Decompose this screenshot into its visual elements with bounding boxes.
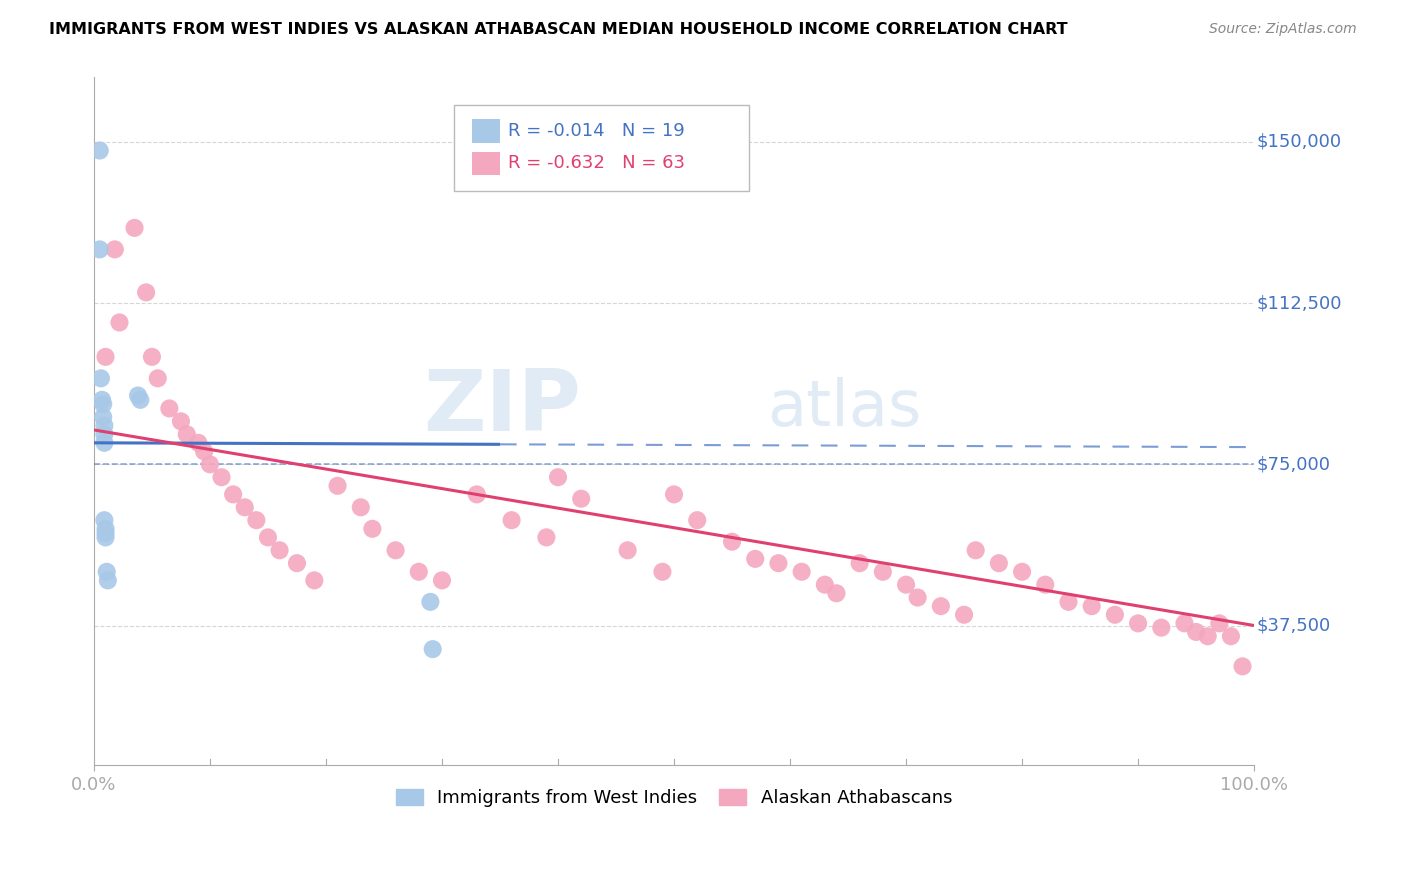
FancyBboxPatch shape [454, 105, 749, 191]
Text: $75,000: $75,000 [1257, 455, 1330, 474]
Point [141, 350, 163, 364]
Point [907, 591, 929, 605]
Point [419, 595, 441, 609]
Point [93, 418, 115, 433]
Point [1185, 624, 1208, 639]
Point [1011, 565, 1033, 579]
Point [1208, 616, 1230, 631]
Point [89, 144, 111, 158]
Point [304, 574, 326, 588]
Point [987, 556, 1010, 570]
Point [1150, 621, 1173, 635]
Point [176, 427, 198, 442]
Point [872, 565, 894, 579]
Legend: Immigrants from West Indies, Alaskan Athabascans: Immigrants from West Indies, Alaskan Ath… [388, 782, 959, 814]
Point [245, 513, 267, 527]
Point [825, 586, 848, 600]
Point [94, 522, 117, 536]
Text: $37,500: $37,500 [1257, 616, 1330, 634]
Point [616, 543, 638, 558]
Point [97, 574, 120, 588]
Point [1033, 577, 1056, 591]
Point [1173, 616, 1195, 631]
Point [93, 427, 115, 442]
Point [135, 285, 157, 300]
Point [465, 487, 488, 501]
Point [269, 543, 291, 558]
Point [422, 642, 444, 657]
Point [94, 350, 117, 364]
Point [1080, 599, 1102, 614]
Point [1232, 659, 1254, 673]
Point [89, 243, 111, 257]
Point [93, 435, 115, 450]
Point [170, 414, 193, 428]
Point [848, 556, 870, 570]
Point [94, 530, 117, 544]
Text: $150,000: $150,000 [1257, 133, 1341, 151]
Point [651, 565, 673, 579]
Point [127, 388, 149, 402]
Point [146, 371, 169, 385]
FancyBboxPatch shape [472, 120, 501, 143]
Text: $112,500: $112,500 [1257, 294, 1341, 312]
Point [814, 577, 837, 591]
Point [157, 401, 180, 416]
Text: Source: ZipAtlas.com: Source: ZipAtlas.com [1209, 22, 1357, 37]
Point [187, 435, 209, 450]
Point [953, 607, 976, 622]
Point [124, 220, 146, 235]
Point [257, 530, 280, 544]
Point [686, 513, 709, 527]
Point [211, 470, 233, 484]
Point [93, 513, 115, 527]
Text: R = -0.632   N = 63: R = -0.632 N = 63 [508, 154, 685, 172]
Point [104, 243, 127, 257]
Point [91, 397, 114, 411]
Point [108, 315, 131, 329]
Point [430, 574, 453, 588]
Point [1219, 629, 1241, 643]
Point [768, 556, 790, 570]
Point [91, 410, 114, 425]
Point [94, 526, 117, 541]
Point [384, 543, 406, 558]
Point [326, 479, 349, 493]
Point [1104, 607, 1126, 622]
Text: atlas: atlas [766, 376, 921, 439]
FancyBboxPatch shape [472, 152, 501, 175]
Point [91, 392, 114, 407]
Point [233, 500, 256, 515]
Point [350, 500, 373, 515]
Text: R = -0.014   N = 19: R = -0.014 N = 19 [508, 122, 685, 140]
Point [1126, 616, 1149, 631]
Point [1197, 629, 1219, 643]
Point [198, 458, 221, 472]
Point [894, 577, 917, 591]
Point [90, 371, 112, 385]
Point [790, 565, 813, 579]
Point [193, 444, 215, 458]
Point [536, 530, 558, 544]
Point [547, 470, 569, 484]
Point [569, 491, 592, 506]
Point [129, 392, 152, 407]
Point [285, 556, 308, 570]
Point [222, 487, 245, 501]
Point [361, 522, 384, 536]
Point [744, 552, 766, 566]
Text: IMMIGRANTS FROM WEST INDIES VS ALASKAN ATHABASCAN MEDIAN HOUSEHOLD INCOME CORREL: IMMIGRANTS FROM WEST INDIES VS ALASKAN A… [49, 22, 1067, 37]
Point [501, 513, 523, 527]
Point [721, 534, 744, 549]
Point [929, 599, 952, 614]
Point [965, 543, 987, 558]
Point [96, 565, 118, 579]
Point [1057, 595, 1080, 609]
Point [662, 487, 685, 501]
Point [408, 565, 430, 579]
Text: ZIP: ZIP [423, 366, 581, 449]
